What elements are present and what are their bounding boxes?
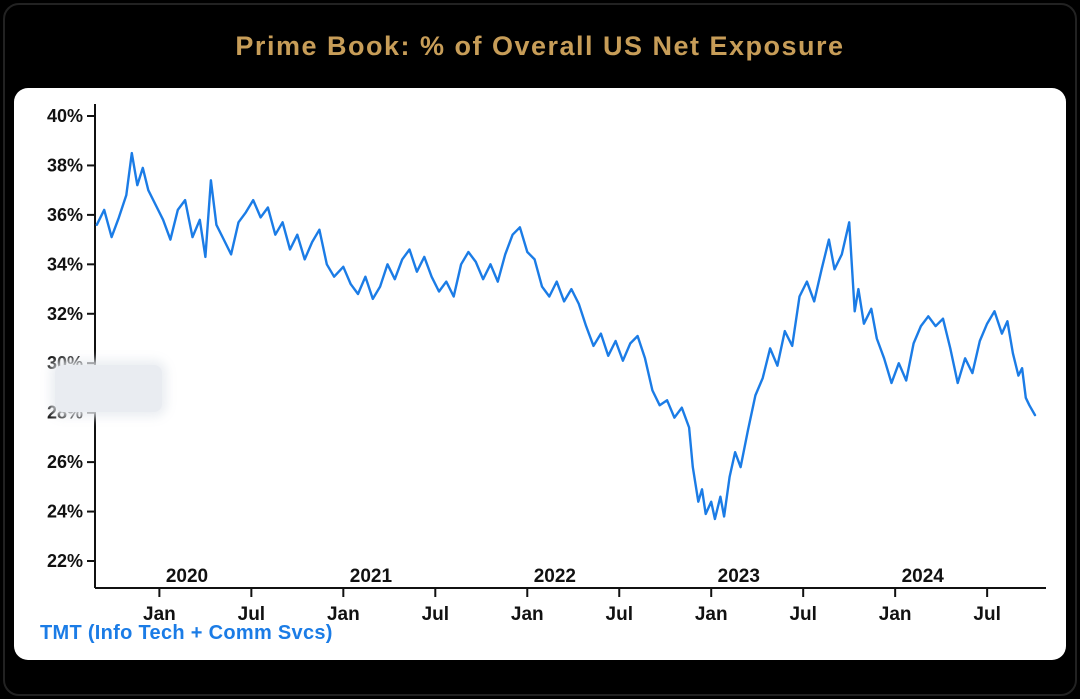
y-axis-tick-label: 24% — [47, 502, 83, 522]
redaction-overlay — [55, 365, 162, 412]
y-axis-tick-label: 26% — [47, 452, 83, 472]
x-axis-month-label: Jan — [327, 604, 360, 625]
x-axis-month-label: Jan — [695, 604, 728, 625]
x-axis-month-label: Jul — [238, 604, 265, 625]
line-chart: 22%24%26%28%30%32%34%36%38%40%Jan Jul Jan J… — [47, 104, 1046, 625]
x-axis-month-label: Jul — [789, 604, 816, 625]
x-axis-month-label: Jul — [606, 604, 633, 625]
y-axis-tick-label: 34% — [47, 254, 83, 274]
y-axis-tick-label: 22% — [47, 551, 83, 571]
tmt-exposure-line — [95, 151, 1037, 521]
x-axis-year-label: 2024 — [902, 566, 945, 587]
x-axis-year-label: 2022 — [534, 566, 576, 587]
x-axis-year-label: 2023 — [718, 566, 760, 587]
chart-panel: 22% 24% 26% 28% 30% 32% 34% 36% 38% 40% Jan Jul Jan J… — [14, 88, 1066, 660]
chart-title: Prime Book: % of Overall US Net Exposure — [235, 31, 845, 61]
y-axis-tick-label: 38% — [47, 155, 83, 175]
chart-legend: TMT (Info Tech + Comm Svcs) — [40, 622, 333, 644]
x-axis-month-label: Jan — [511, 604, 544, 625]
x-axis-year-label: 2021 — [350, 566, 393, 587]
x-axis-month-label: Jan — [143, 604, 176, 625]
x-axis-month-label: Jul — [973, 604, 1000, 625]
y-axis-tick-label: 40% — [47, 106, 83, 126]
y-axis-tick-label: 32% — [47, 304, 83, 324]
y-axis-tick-label: 36% — [47, 205, 83, 225]
x-axis-month-label: Jan — [879, 604, 912, 625]
x-axis-month-label: Jul — [422, 604, 449, 625]
x-axis-year-label: 2020 — [166, 566, 208, 587]
